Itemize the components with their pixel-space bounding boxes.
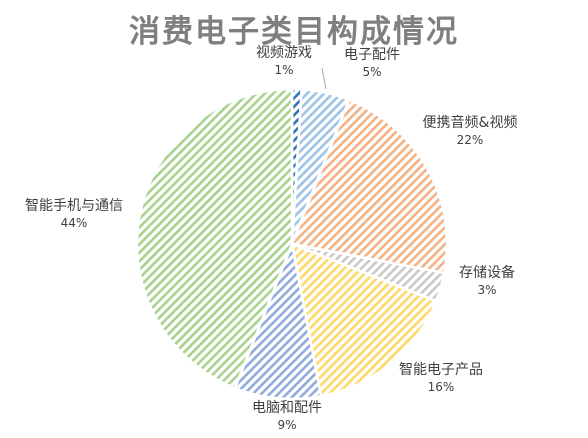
data-label-3: 存储设备 3% (447, 265, 527, 299)
data-label-percent: 5% (362, 65, 382, 79)
pie-slice-6 (135, 87, 294, 390)
data-label-percent: 9% (277, 418, 297, 432)
data-label-5: 电脑和配件 9% (237, 400, 337, 434)
data-label-name: 存储设备 (459, 265, 515, 281)
data-label-percent: 16% (427, 380, 455, 394)
data-label-percent: 1% (274, 63, 294, 77)
data-label-percent: 44% (60, 216, 88, 230)
data-label-1: 电子配件 5% (332, 47, 412, 81)
chart-title: 消费电子类目构成情况 (129, 14, 459, 50)
pie-slice-2 (290, 98, 449, 275)
data-label-2: 便携音频&视频 22% (415, 115, 525, 149)
pie-slice-5 (233, 242, 323, 401)
data-label-percent: 22% (456, 133, 484, 147)
data-label-6: 智能手机与通信 44% (14, 198, 134, 232)
data-label-4: 智能电子产品 16% (386, 362, 496, 396)
pie-slice-4 (290, 242, 438, 398)
data-label-name: 智能手机与通信 (25, 198, 123, 214)
data-label-name: 视频游戏 (256, 45, 312, 61)
data-label-0: 视频游戏 1% (244, 45, 324, 79)
data-label-name: 电子配件 (344, 47, 400, 63)
data-label-percent: 3% (477, 283, 497, 297)
leader-line-1 (321, 67, 327, 90)
data-label-name: 智能电子产品 (399, 362, 483, 378)
data-label-name: 电脑和配件 (252, 400, 322, 416)
data-label-name: 便携音频&视频 (422, 115, 518, 131)
